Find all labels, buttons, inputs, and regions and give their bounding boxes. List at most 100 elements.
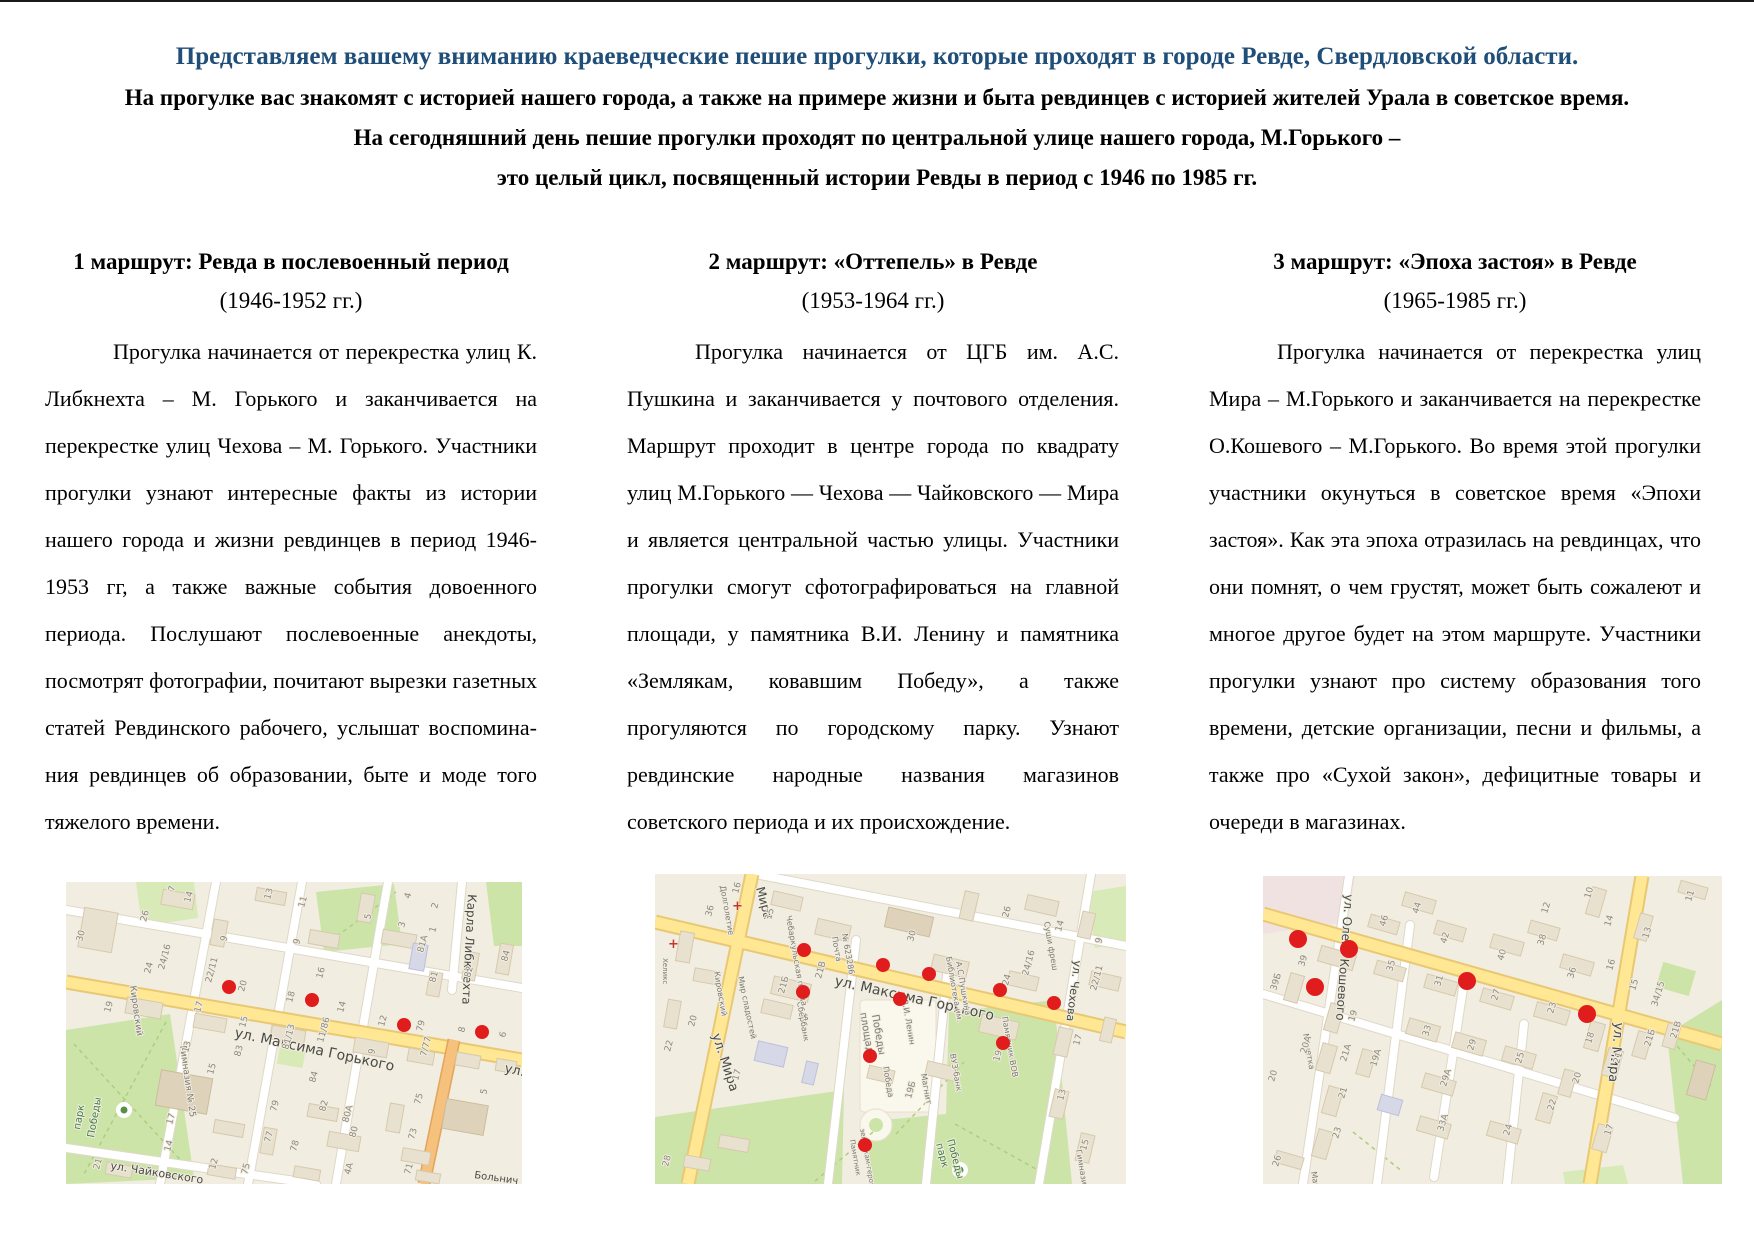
map-label: 13 <box>181 1040 194 1054</box>
route-3-stop-dots <box>1289 930 1596 1023</box>
route-2-column: 2 маршрут: «Оттепель» в Ревде (1953-1964… <box>627 246 1119 845</box>
map-label: 81 <box>428 970 441 984</box>
map-label: Больнич <box>474 1170 519 1184</box>
map-label: 24/16 <box>1021 949 1037 977</box>
route-stop-dot <box>1047 996 1061 1010</box>
map-label: 21В <box>1669 1020 1684 1040</box>
map-label: 17 <box>165 1112 178 1126</box>
streets <box>66 882 522 1184</box>
map-label: Памятник ВОВ <box>1000 1016 1020 1078</box>
map-label: 27 <box>1490 988 1503 1002</box>
map-label: 21 <box>92 1157 105 1171</box>
map-label: Магнит <box>919 1073 933 1106</box>
map-label: 81/13 <box>281 1023 297 1051</box>
map-label: 26 <box>1001 905 1014 919</box>
map-label: 22/11 <box>204 956 220 984</box>
map-label: 78 <box>289 1139 302 1153</box>
map-label: 3 <box>397 921 408 929</box>
map-label: 40 <box>1496 948 1509 962</box>
map-label: 14 <box>1603 914 1616 928</box>
map-label: 16 <box>315 966 328 980</box>
buildings <box>1273 879 1717 1171</box>
map-label: 28 <box>661 1154 674 1168</box>
map-label: Гимназия № 2 <box>1074 1149 1093 1184</box>
map-street-labels: ул. Максима Горького Мира ул. Мира ул. Чехо… <box>660 880 1107 1184</box>
map-label: 10 <box>1583 886 1596 900</box>
map-label: 34/15 <box>1650 980 1667 1008</box>
map-label: 30 <box>75 929 88 943</box>
map-label: ул. <box>503 1061 522 1080</box>
park-areas <box>1263 876 1722 1184</box>
map-label: 20А <box>1299 1034 1314 1055</box>
map-label: 19Б <box>904 1080 918 1100</box>
park-areas <box>655 886 1126 1184</box>
map-label: 7/77 <box>419 1036 434 1058</box>
map-label: 14 <box>163 1139 176 1153</box>
map-label: 26 <box>139 909 152 923</box>
map-label: 19 <box>992 1049 1005 1063</box>
map-label: В.И. Ленин <box>900 999 917 1046</box>
map-label: 23 <box>1546 1001 1559 1015</box>
map-label: 83 <box>233 1044 246 1058</box>
map-label: Монетка <box>1301 1033 1316 1070</box>
map-label: 42 <box>1439 931 1452 945</box>
map-label: 26 <box>1271 1154 1284 1168</box>
map-label: 5 <box>479 1088 490 1096</box>
route-1-description: Прогулка начинается от перекрестка улиц … <box>45 339 537 834</box>
map-label: 21 <box>1612 1051 1625 1065</box>
map-label: 33 <box>1421 1024 1434 1038</box>
map-label: 20 <box>687 1014 700 1028</box>
route-stop-dot <box>1340 940 1358 958</box>
map-label: Мира <box>753 885 775 921</box>
map-label: 17 <box>1072 1033 1085 1047</box>
route-stop-dot <box>858 1138 872 1152</box>
map-label: № 623286 <box>840 933 856 975</box>
map-label: 12 <box>377 1014 390 1028</box>
map-label: 29А <box>1439 1067 1454 1088</box>
map-label: парк <box>72 1104 87 1131</box>
route-3-description: Прогулка начинается от перекрестка улиц … <box>1209 339 1701 834</box>
map-label: 4А <box>343 1161 356 1176</box>
map-label: 39 <box>1297 954 1310 968</box>
map-label: 16 <box>731 881 744 895</box>
map-label: 79 <box>415 1019 428 1033</box>
intro-line-2: На прогулке вас знакомят с историей наше… <box>124 85 1630 110</box>
route-1-title: 1 маршрут: Ревда в послевоенный период <box>73 249 509 274</box>
map-label: Мир сладостей <box>736 976 758 1040</box>
map-label: 82 <box>463 965 476 979</box>
route-3-title: 3 маршрут: «Эпоха застоя» в Ревде <box>1273 249 1637 274</box>
map-label: 35 <box>1385 959 1398 973</box>
route-2-map-image: ул. Максима Горького Мира ул. Мира ул. Чехо… <box>655 874 1126 1184</box>
map-label: ул. Олега Кошевого <box>1333 894 1356 1021</box>
map-label: 20 <box>237 979 250 993</box>
route-stop-dot <box>893 992 907 1006</box>
route-1-column: 1 маршрут: Ревда в послевоенный период (… <box>45 246 537 845</box>
map-label: 5 <box>363 913 374 921</box>
map-label: 14 <box>336 1000 349 1014</box>
map-label: 15 <box>206 1062 219 1076</box>
map-label: 19 <box>103 1000 116 1014</box>
map-label: 75 <box>413 1092 426 1106</box>
route-3-map-image: ул. Олега Кошевого ул. Мира Монетка Маг 44 46… <box>1263 876 1722 1184</box>
map-label: 79 <box>269 1099 282 1113</box>
streets <box>655 874 1126 1184</box>
map-label: 82 <box>318 1099 331 1113</box>
map-label: 22 <box>663 1039 676 1053</box>
map-label: ул. Чехова <box>1064 960 1084 1022</box>
map-label: 29 <box>1466 1038 1479 1052</box>
map-label: 13 <box>1056 1088 1069 1102</box>
map-label: 36 <box>1566 966 1579 980</box>
map-label: Карла Либкнехта <box>459 894 479 1005</box>
route-stop-dot <box>922 967 936 981</box>
map-label: А.С.Пушкина <box>954 961 972 1016</box>
map-label: + <box>732 899 743 914</box>
map-label: 84 <box>500 949 513 963</box>
map-label: 24 <box>143 961 156 975</box>
map-label: 4 <box>403 891 414 899</box>
map-label: Кировский <box>712 971 729 1017</box>
map-label: 2 <box>430 902 441 910</box>
map-label: 14 <box>1054 919 1067 933</box>
map-label: 23 <box>1331 1126 1344 1140</box>
map-label: ул. Мира <box>1605 1022 1626 1083</box>
